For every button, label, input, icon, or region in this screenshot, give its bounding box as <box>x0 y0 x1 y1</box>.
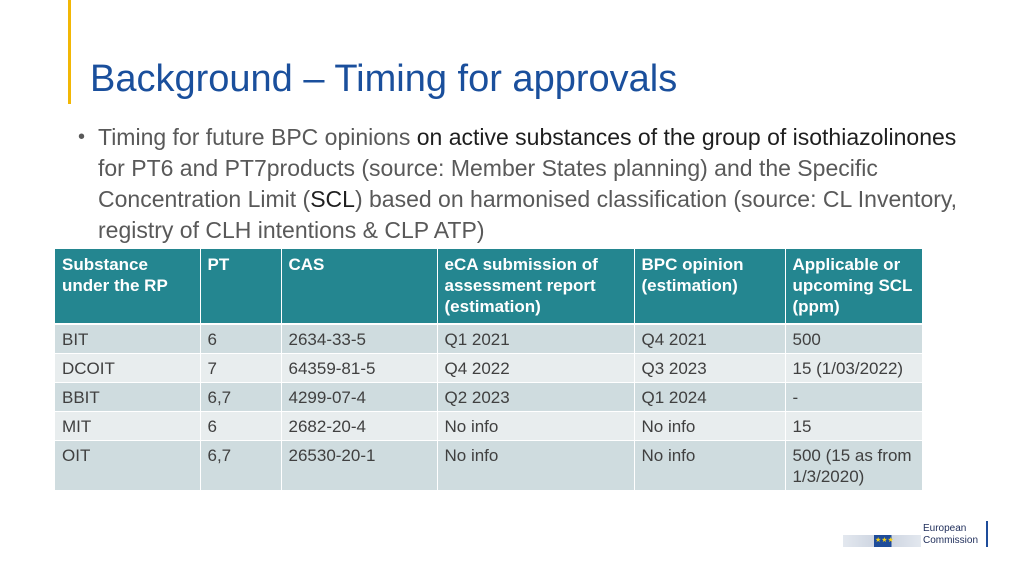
eu-flag-icon: ★★★ <box>843 535 921 547</box>
cell-eca-submission: Q1 2021 <box>436 323 634 354</box>
table-row: MIT 6 2682-20-4 No info No info 15 <box>55 411 922 441</box>
bullet-text: Timing for future BPC opinions on active… <box>98 122 978 246</box>
header-substance: Substance under the RP <box>55 249 200 325</box>
cell-bpc-opinion: No info <box>633 440 785 490</box>
table-header-row: Substance under the RP PT CAS eCA submis… <box>55 249 922 325</box>
header-bpc-opinion: BPC opinion (estimation) <box>633 249 785 325</box>
header-scl: Applicable or upcoming SCL (ppm) <box>784 249 922 325</box>
cell-pt: 6 <box>199 411 281 441</box>
cell-substance: MIT <box>55 411 200 441</box>
table-row: BBIT 6,7 4299-07-4 Q2 2023 Q1 2024 - <box>55 382 922 412</box>
cell-pt: 6,7 <box>199 440 281 490</box>
cell-eca-submission: Q2 2023 <box>436 382 634 412</box>
bullet-segment: Timing for future BPC opinions <box>98 124 417 150</box>
cell-eca-submission: No info <box>436 440 634 490</box>
slide-title: Background – Timing for approvals <box>90 58 678 100</box>
header-cas: CAS <box>280 249 437 325</box>
cell-pt: 6 <box>199 323 281 354</box>
cell-bpc-opinion: Q1 2024 <box>633 382 785 412</box>
header-eca-submission: eCA submission of assessment report (est… <box>436 249 634 325</box>
cell-bpc-opinion: Q3 2023 <box>633 353 785 383</box>
cell-bpc-opinion: Q4 2021 <box>633 323 785 354</box>
title-accent-bar <box>68 0 71 104</box>
logo-text: European Commission <box>923 523 979 546</box>
cell-eca-submission: No info <box>436 411 634 441</box>
european-commission-logo: ★★★ European Commission <box>843 521 991 549</box>
cell-scl: 500 <box>784 323 922 354</box>
bullet-segment-highlight: on active substances of the group of iso… <box>416 124 957 150</box>
logo-divider <box>986 521 988 547</box>
table-row: BIT 6 2634-33-5 Q1 2021 Q4 2021 500 <box>55 323 922 354</box>
approvals-timing-table: Substance under the RP PT CAS eCA submis… <box>55 249 922 490</box>
cell-scl: 500 (15 as from 1/3/2020) <box>784 440 922 490</box>
table-row: OIT 6,7 26530-20-1 No info No info 500 (… <box>55 440 922 490</box>
header-pt: PT <box>199 249 281 325</box>
cell-substance: BIT <box>55 323 200 354</box>
cell-scl: 15 (1/03/2022) <box>784 353 922 383</box>
table-row: DCOIT 7 64359-81-5 Q4 2022 Q3 2023 15 (1… <box>55 353 922 383</box>
cell-pt: 6,7 <box>199 382 281 412</box>
cell-scl: 15 <box>784 411 922 441</box>
cell-substance: OIT <box>55 440 200 490</box>
cell-substance: DCOIT <box>55 353 200 383</box>
cell-cas: 64359-81-5 <box>280 353 437 383</box>
cell-pt: 7 <box>199 353 281 383</box>
bullet-segment: ) based on harmonised classification (so… <box>98 186 958 243</box>
cell-cas: 26530-20-1 <box>280 440 437 490</box>
bullet-segment: for PT6 and PT7products (source: Member … <box>98 155 878 212</box>
cell-bpc-opinion: No info <box>633 411 785 441</box>
bullet-dot-icon: • <box>78 126 86 148</box>
bullet-paragraph: • Timing for future BPC opinions on acti… <box>78 122 978 246</box>
cell-cas: 2634-33-5 <box>280 323 437 354</box>
cell-scl: - <box>784 382 922 412</box>
cell-cas: 4299-07-4 <box>280 382 437 412</box>
cell-substance: BBIT <box>55 382 200 412</box>
cell-cas: 2682-20-4 <box>280 411 437 441</box>
bullet-segment-highlight: SCL <box>310 186 355 212</box>
cell-eca-submission: Q4 2022 <box>436 353 634 383</box>
